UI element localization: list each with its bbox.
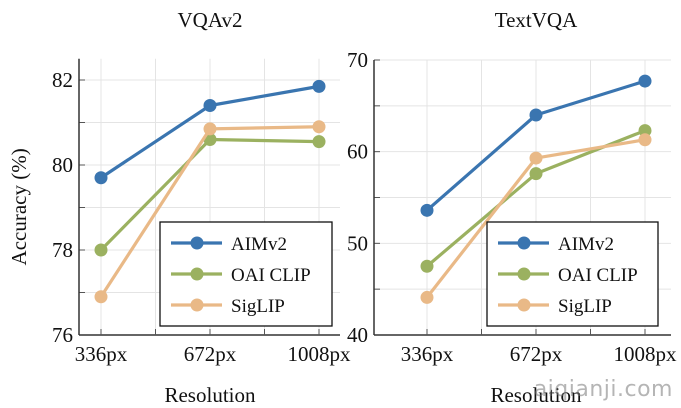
legend-entry: AIMv2 — [498, 234, 614, 255]
data-point — [312, 120, 326, 134]
legend-marker — [190, 298, 204, 312]
series-aimv2 — [420, 74, 652, 217]
x-tick-label: 336px — [401, 342, 454, 366]
data-point — [529, 167, 543, 181]
legend-marker — [517, 298, 531, 312]
legend-marker — [517, 267, 531, 281]
legend-entry: SigLIP — [498, 296, 612, 317]
x-axis-label: Resolution — [164, 383, 256, 407]
legend-label: SigLIP — [231, 296, 285, 317]
data-point — [203, 99, 217, 112]
x-tick-label: 672px — [184, 342, 237, 366]
legend-entry: SigLIP — [171, 296, 285, 317]
x-tick-label: 1008px — [614, 342, 678, 366]
series-siglip — [94, 120, 326, 304]
chart-title: VQAv2 — [178, 8, 243, 32]
data-point — [94, 243, 108, 257]
series-aimv2 — [94, 79, 326, 185]
x-axis-label: Resolution — [490, 383, 582, 407]
legend: AIMv2 OAI CLIP SigLIP — [486, 221, 659, 327]
data-point — [420, 259, 434, 273]
chart-panel-1: TextVQA 40 50 60 70 336px 672px 1008px Resolutio… — [347, 8, 677, 407]
chart-title: TextVQA — [495, 8, 578, 32]
data-point — [94, 290, 108, 304]
legend-marker — [190, 236, 204, 250]
data-point — [420, 290, 434, 304]
legend-entry: OAI CLIP — [498, 265, 638, 286]
chart-panel-0: VQAv2 76 78 80 82 336px 672px 1008px Resolution A… — [7, 8, 351, 407]
x-tick-label: 1008px — [288, 342, 352, 366]
data-point — [638, 124, 652, 138]
data-point — [94, 171, 108, 185]
y-tick-label: 78 — [52, 238, 73, 262]
legend-entry: AIMv2 — [171, 234, 287, 255]
data-point — [203, 122, 217, 136]
data-point — [420, 203, 434, 217]
data-point — [312, 135, 326, 149]
y-tick-label: 76 — [52, 323, 73, 347]
x-tick-label: 336px — [75, 342, 128, 366]
legend-label: AIMv2 — [558, 234, 614, 255]
data-point — [529, 108, 543, 122]
y-axis-label: Accuracy (%) — [7, 148, 31, 265]
y-tick-label: 50 — [347, 231, 368, 255]
legend-label: SigLIP — [558, 296, 612, 317]
y-tick-label: 80 — [52, 153, 73, 177]
legend-entry: OAI CLIP — [171, 265, 311, 286]
data-point — [529, 151, 543, 165]
x-tick-label: 672px — [510, 342, 563, 366]
legend-label: OAI CLIP — [231, 265, 311, 286]
legend-marker — [517, 236, 531, 250]
legend-label: AIMv2 — [231, 234, 287, 255]
series-oai-clip — [94, 133, 326, 257]
legend-label: OAI CLIP — [558, 265, 638, 286]
y-tick-label: 82 — [52, 68, 73, 92]
y-tick-label: 70 — [347, 48, 368, 72]
series-siglip — [420, 133, 652, 304]
legend-marker — [190, 267, 204, 281]
legend: AIMv2 OAI CLIP SigLIP — [159, 221, 333, 327]
data-point — [638, 74, 652, 88]
data-point — [638, 133, 652, 147]
y-tick-label: 40 — [347, 323, 368, 347]
y-tick-label: 60 — [347, 140, 368, 164]
data-point — [312, 79, 326, 93]
watermark: aiqianji.com — [533, 377, 673, 402]
